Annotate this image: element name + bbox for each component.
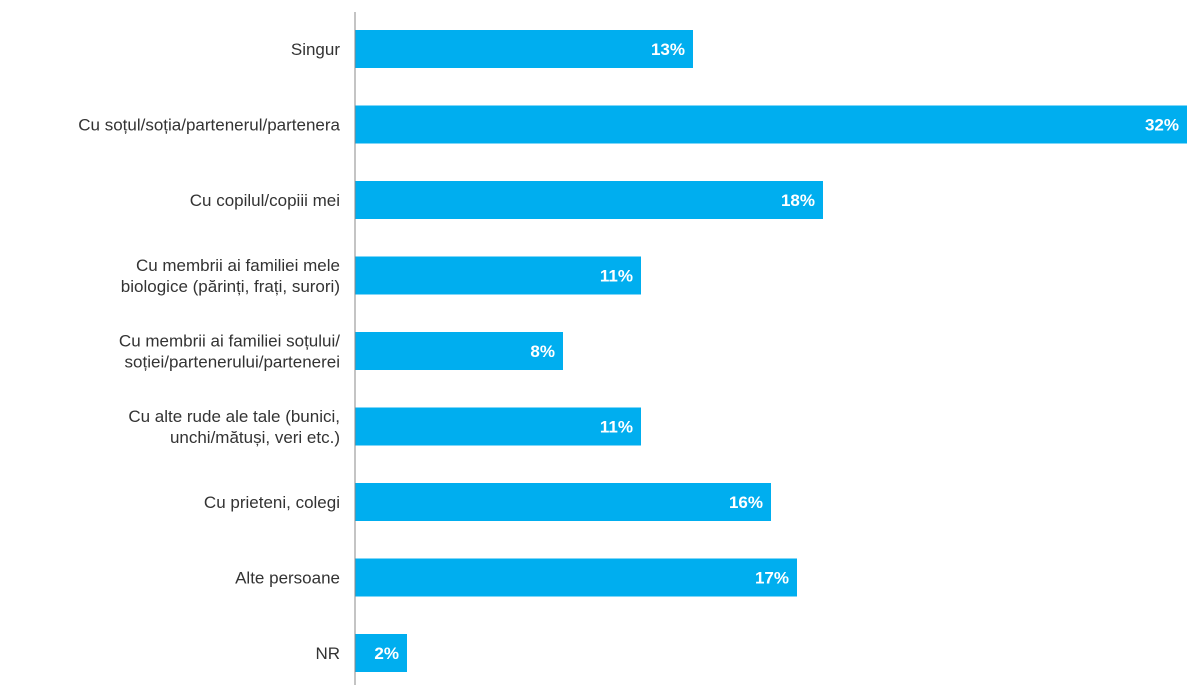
- category-label-0: Singur: [291, 40, 340, 59]
- category-label-line: unchi/mătuși, veri etc.): [170, 428, 340, 447]
- category-label-2: Cu copilul/copiii mei: [190, 191, 340, 210]
- category-label-1: Cu soțul/soția/partenerul/partenera: [78, 116, 340, 135]
- bar-value-label-8: 2%: [374, 644, 399, 663]
- category-label-3: Cu membrii ai familiei mele biologice (pă…: [121, 256, 340, 296]
- bar-8: [355, 634, 407, 672]
- category-label-line: Cu copilul/copiii mei: [190, 191, 340, 210]
- bar-2: [355, 181, 823, 219]
- category-label-line: Cu soțul/soția/partenerul/partenera: [78, 116, 340, 135]
- bar-value-label-7: 17%: [755, 569, 789, 588]
- category-label-line: Alte persoane: [235, 569, 340, 588]
- category-label-line: Cu prieteni, colegi: [204, 493, 340, 512]
- category-label-4: Cu membrii ai familiei soțului/soției/pa…: [119, 332, 340, 372]
- bar-value-label-0: 13%: [651, 40, 685, 59]
- category-label-line: Singur: [291, 40, 340, 59]
- bar-value-label-3: 11%: [600, 267, 633, 286]
- bar-5: [355, 407, 641, 446]
- category-label-line: Cu membrii ai familiei soțului/: [119, 332, 340, 351]
- category-label-6: Cu prieteni, colegi: [204, 493, 340, 512]
- bar-4: [355, 332, 563, 370]
- category-label-line: NR: [315, 644, 340, 663]
- bar-value-label-5: 11%: [600, 418, 633, 437]
- bar-1: [355, 105, 1187, 144]
- bar-7: [355, 558, 797, 597]
- category-labels-group: Singur Cu soțul/soția/partenerul/partener…: [78, 40, 340, 663]
- bar-value-label-6: 16%: [729, 493, 763, 512]
- bars-group: 13% 32% 18% 11% 8% 11% 16% 17% 2%: [355, 30, 1187, 672]
- category-label-5: Cu alte rude ale tale (bunici, unchi/mătu…: [128, 407, 340, 447]
- bar-value-label-2: 18%: [781, 191, 815, 210]
- category-label-8: NR: [315, 644, 340, 663]
- category-label-line: biologice (părinți, frați, surori): [121, 277, 340, 296]
- bar-value-label-4: 8%: [530, 342, 555, 361]
- category-label-line: Cu alte rude ale tale (bunici,: [128, 407, 340, 426]
- bar-0: [355, 30, 693, 68]
- category-label-line: Cu membrii ai familiei mele: [136, 256, 340, 275]
- bar-3: [355, 256, 641, 295]
- category-label-7: Alte persoane: [235, 569, 340, 588]
- bar-6: [355, 483, 771, 521]
- category-label-line: soției/partenerului/partenerei: [125, 353, 340, 372]
- bar-value-label-1: 32%: [1145, 116, 1179, 135]
